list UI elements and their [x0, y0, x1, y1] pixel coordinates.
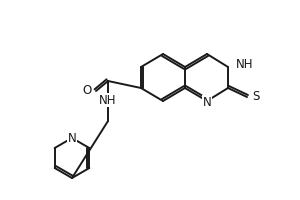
- Text: N: N: [202, 96, 211, 108]
- Text: S: S: [252, 90, 260, 104]
- Text: NH: NH: [236, 58, 254, 71]
- Text: O: O: [83, 84, 92, 98]
- Text: N: N: [68, 132, 76, 144]
- Text: NH: NH: [99, 94, 117, 106]
